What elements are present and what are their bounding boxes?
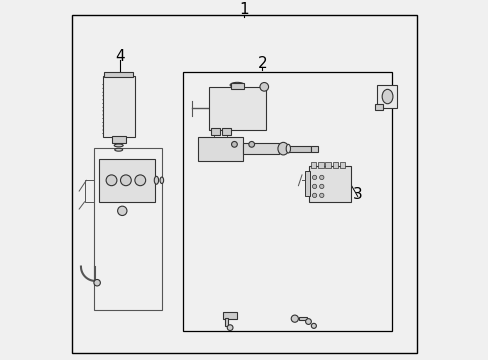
Circle shape — [231, 141, 237, 147]
Circle shape — [248, 141, 254, 147]
Circle shape — [319, 193, 323, 198]
Ellipse shape — [160, 177, 163, 184]
Circle shape — [106, 175, 117, 186]
Circle shape — [135, 175, 145, 186]
Text: 3: 3 — [352, 187, 362, 202]
Ellipse shape — [154, 176, 158, 184]
Bar — [103, 72, 133, 77]
Text: 4: 4 — [116, 49, 125, 64]
Circle shape — [120, 175, 131, 186]
Bar — [310, 146, 318, 152]
Bar — [84, 180, 93, 202]
Circle shape — [260, 82, 268, 91]
Bar — [222, 128, 231, 135]
Circle shape — [305, 319, 311, 324]
Circle shape — [311, 323, 316, 328]
Bar — [223, 312, 237, 319]
Bar — [230, 83, 244, 89]
Bar — [197, 137, 242, 161]
Bar — [224, 318, 228, 326]
Circle shape — [312, 184, 316, 189]
Bar — [325, 162, 330, 168]
Bar — [374, 104, 382, 110]
Circle shape — [118, 206, 127, 216]
Bar — [111, 136, 125, 143]
Bar — [102, 76, 135, 137]
Bar — [242, 143, 278, 154]
Bar — [308, 166, 350, 202]
Bar — [208, 87, 265, 130]
Bar — [93, 148, 162, 310]
Bar — [183, 72, 391, 331]
Bar — [211, 128, 220, 135]
Circle shape — [291, 315, 298, 322]
Bar — [332, 162, 337, 168]
Bar — [299, 317, 306, 320]
Text: 2: 2 — [257, 56, 267, 71]
Circle shape — [319, 175, 323, 180]
Ellipse shape — [285, 144, 290, 153]
Ellipse shape — [230, 82, 244, 88]
Ellipse shape — [114, 144, 123, 147]
Bar — [304, 171, 310, 197]
Bar — [99, 159, 154, 202]
Ellipse shape — [115, 148, 122, 151]
Bar — [287, 146, 310, 152]
Circle shape — [312, 193, 316, 198]
Circle shape — [312, 175, 316, 180]
Bar — [339, 162, 345, 168]
Circle shape — [319, 184, 323, 189]
Bar — [318, 162, 323, 168]
Bar — [377, 85, 396, 108]
Text: 1: 1 — [239, 2, 249, 17]
Ellipse shape — [277, 142, 288, 155]
Circle shape — [94, 279, 100, 286]
Bar — [310, 162, 316, 168]
Ellipse shape — [382, 89, 392, 104]
Circle shape — [227, 325, 232, 330]
